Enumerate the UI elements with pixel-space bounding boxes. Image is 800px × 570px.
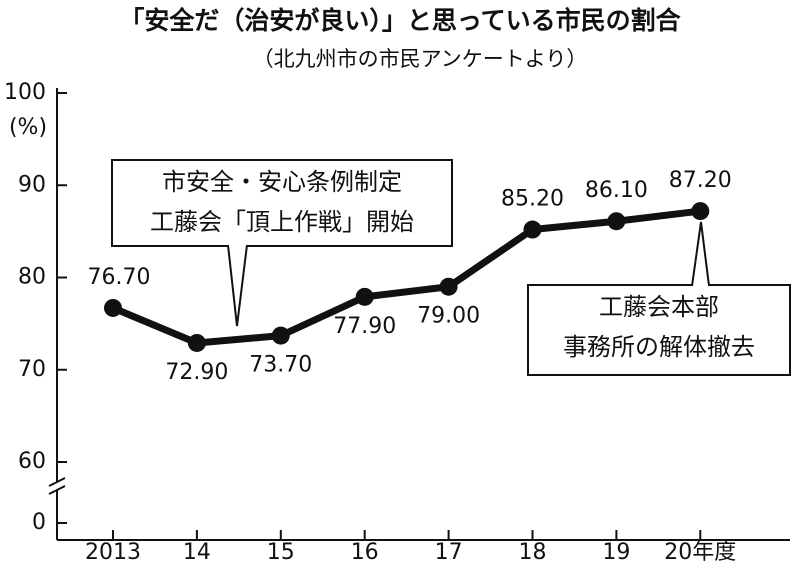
x-tick-label: 16 bbox=[351, 540, 379, 565]
data-label: 73.70 bbox=[249, 353, 312, 378]
axis-break bbox=[48, 477, 66, 487]
annotation-text: 工藤会本部 bbox=[599, 293, 719, 321]
data-label: 85.20 bbox=[501, 187, 564, 212]
data-point bbox=[187, 333, 206, 352]
axis-break bbox=[48, 485, 66, 495]
y-tick-label: 0 bbox=[32, 510, 46, 535]
chart-title: 「安全だ（治安が良い）」と思っている市民の割合 bbox=[119, 6, 681, 35]
data-label: 76.70 bbox=[88, 265, 151, 290]
data-label: 87.20 bbox=[669, 168, 732, 193]
data-point bbox=[523, 220, 542, 239]
y-tick-label: 100 bbox=[4, 80, 46, 105]
x-tick-label: 2013 bbox=[85, 540, 141, 565]
annotation-box bbox=[111, 159, 453, 247]
x-tick-label: 18 bbox=[519, 540, 547, 565]
data-label: 86.10 bbox=[585, 178, 648, 203]
annotation-box bbox=[527, 284, 791, 376]
annotation-pointer bbox=[691, 221, 710, 287]
x-tick-label: 14 bbox=[183, 540, 211, 565]
y-unit: (%) bbox=[9, 115, 47, 140]
annotation-text: 事務所の解体撤去 bbox=[563, 333, 755, 361]
data-point bbox=[691, 202, 710, 221]
y-tick-label: 60 bbox=[18, 449, 46, 474]
x-tick-label: 15 bbox=[267, 540, 295, 565]
data-line bbox=[111, 207, 701, 347]
data-point bbox=[355, 287, 374, 306]
y-tick-label: 90 bbox=[18, 172, 46, 197]
data-label: 79.00 bbox=[417, 304, 480, 329]
annotation-text: 市安全・安心条例制定 bbox=[162, 168, 402, 196]
x-tick-label: 19 bbox=[602, 540, 630, 565]
annotation-pointer bbox=[227, 244, 248, 327]
chart-subtitle: （北九州市の市民アンケートより） bbox=[253, 47, 588, 71]
data-point bbox=[104, 298, 122, 317]
data-point bbox=[271, 326, 290, 345]
data-label: 77.90 bbox=[333, 314, 396, 339]
data-point bbox=[439, 277, 458, 296]
data-point bbox=[607, 212, 626, 231]
y-tick-label: 80 bbox=[18, 265, 46, 290]
annotation-text: 工藤会「頂上作戦」開始 bbox=[150, 208, 414, 236]
x-tick-label: 17 bbox=[435, 540, 463, 565]
axis-break-gap bbox=[50, 482, 64, 490]
x-tick-label: 20年度 bbox=[664, 540, 736, 565]
annotation-gap bbox=[229, 243, 243, 247]
y-tick-label: 70 bbox=[18, 357, 46, 382]
annotation-gap bbox=[694, 284, 708, 288]
data-label: 72.90 bbox=[165, 360, 228, 385]
